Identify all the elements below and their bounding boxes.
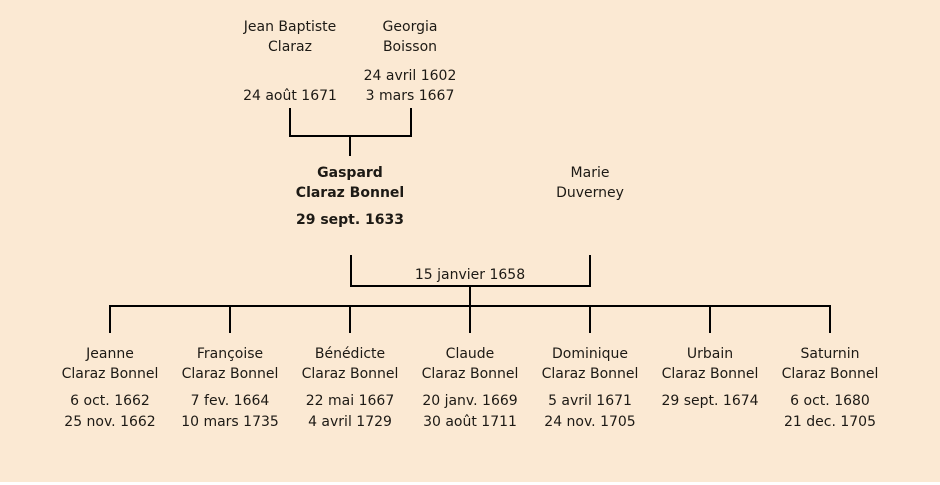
father-marriage-drop-line bbox=[350, 255, 352, 287]
grandmother-name: Georgia Boisson bbox=[383, 17, 438, 57]
child-birth-date-2: 7 fev. 1664 bbox=[190, 393, 270, 409]
child-first-name: Jeanne bbox=[86, 346, 134, 362]
child-birth-date-5: 5 avril 1671 bbox=[548, 393, 632, 409]
grandmother-birth-date: 24 avril 1602 bbox=[363, 68, 457, 84]
grandmother-drop-line bbox=[410, 108, 412, 137]
child-name-7: Saturnin Claraz Bonnel bbox=[782, 344, 879, 384]
child-first-name: Urbain bbox=[686, 346, 734, 362]
child-birth-date-6: 29 sept. 1674 bbox=[661, 393, 759, 409]
child-death-date-1: 25 nov. 1662 bbox=[64, 414, 156, 430]
grandfather-drop-line bbox=[289, 108, 291, 137]
child-last-name: Claraz Bonnel bbox=[301, 366, 399, 382]
mother-marriage-drop-line bbox=[589, 255, 591, 287]
mother-name-line2: Duverney bbox=[556, 185, 624, 201]
child-death-date-2: 10 mars 1735 bbox=[181, 414, 279, 430]
mother-name: Marie Duverney bbox=[556, 163, 624, 203]
child-birth-date-4: 20 janv. 1669 bbox=[422, 393, 518, 409]
child-name-3: Bénédicte Claraz Bonnel bbox=[302, 344, 399, 384]
child-drop-line-4 bbox=[469, 305, 471, 333]
child-first-name: Saturnin bbox=[800, 346, 860, 362]
child-name-1: Jeanne Claraz Bonnel bbox=[62, 344, 159, 384]
child-name-2: Françoise Claraz Bonnel bbox=[182, 344, 279, 384]
grandmother-name-line1: Georgia bbox=[382, 19, 438, 35]
child-birth-date-3: 22 mai 1667 bbox=[305, 393, 395, 409]
child-drop-line-6 bbox=[709, 305, 711, 333]
father-name-line1: Gaspard bbox=[317, 165, 383, 181]
grandparents-child-drop-line bbox=[349, 137, 351, 156]
father-birth-date: 29 sept. 1633 bbox=[295, 212, 405, 228]
marriage-children-drop-line bbox=[469, 287, 471, 307]
grandfather-name: Jean Baptiste Claraz bbox=[244, 17, 337, 57]
grandfather-name-line2: Claraz bbox=[268, 39, 312, 55]
grandfather-name-line1: Jean Baptiste bbox=[243, 19, 337, 35]
child-drop-line-1 bbox=[109, 305, 111, 333]
marriage-union-line bbox=[350, 285, 591, 287]
marriage-date: 15 janvier 1658 bbox=[414, 267, 526, 283]
child-drop-line-7 bbox=[829, 305, 831, 333]
child-drop-line-5 bbox=[589, 305, 591, 333]
child-birth-date-7: 6 oct. 1680 bbox=[790, 393, 870, 409]
child-death-date-4: 30 août 1711 bbox=[423, 414, 517, 430]
grandmother-name-line2: Boisson bbox=[382, 39, 438, 55]
grandmother-death-date: 3 mars 1667 bbox=[365, 88, 455, 104]
child-death-date-3: 4 avril 1729 bbox=[308, 414, 392, 430]
child-name-6: Urbain Claraz Bonnel bbox=[662, 344, 759, 384]
child-last-name: Claraz Bonnel bbox=[421, 366, 519, 382]
child-name-4: Claude Claraz Bonnel bbox=[422, 344, 519, 384]
bottom-edge-strip bbox=[0, 482, 940, 485]
child-first-name: Claude bbox=[445, 346, 495, 362]
father-name: Gaspard Claraz Bonnel bbox=[296, 163, 404, 203]
child-last-name: Claraz Bonnel bbox=[661, 366, 759, 382]
grandparents-union-line bbox=[289, 135, 412, 137]
child-last-name: Claraz Bonnel bbox=[61, 366, 159, 382]
child-birth-date-1: 6 oct. 1662 bbox=[70, 393, 150, 409]
child-death-date-7: 21 dec. 1705 bbox=[784, 414, 876, 430]
child-first-name: Bénédicte bbox=[314, 346, 386, 362]
mother-name-line1: Marie bbox=[570, 165, 610, 181]
grandfather-death-date: 24 août 1671 bbox=[243, 88, 337, 104]
child-first-name: Françoise bbox=[196, 346, 264, 362]
child-death-date-5: 24 nov. 1705 bbox=[544, 414, 636, 430]
child-drop-line-3 bbox=[349, 305, 351, 333]
child-drop-line-2 bbox=[229, 305, 231, 333]
child-last-name: Claraz Bonnel bbox=[781, 366, 879, 382]
child-last-name: Claraz Bonnel bbox=[541, 366, 639, 382]
father-name-line2: Claraz Bonnel bbox=[295, 185, 405, 201]
child-name-5: Dominique Claraz Bonnel bbox=[542, 344, 639, 384]
child-first-name: Dominique bbox=[551, 346, 629, 362]
child-last-name: Claraz Bonnel bbox=[181, 366, 279, 382]
